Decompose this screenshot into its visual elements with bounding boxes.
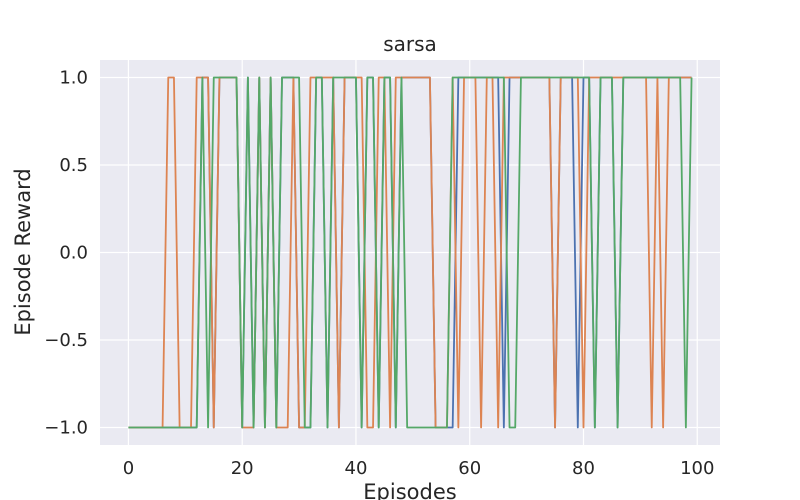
y-tick-label: 0.5 bbox=[59, 155, 88, 176]
x-tick-label: 20 bbox=[231, 458, 254, 479]
x-axis-ticks: 0 20 40 60 80 100 bbox=[123, 458, 715, 479]
y-tick-label: 1.0 bbox=[59, 68, 88, 89]
x-tick-label: 60 bbox=[458, 458, 481, 479]
y-tick-label: 0.0 bbox=[59, 243, 88, 264]
series-layer bbox=[128, 76, 693, 429]
y-axis-label: Episode Reward bbox=[11, 168, 35, 335]
y-tick-label: −0.5 bbox=[44, 330, 88, 351]
series-line-3 bbox=[128, 76, 693, 429]
x-tick-label: 0 bbox=[123, 458, 134, 479]
y-tick-label: −1.0 bbox=[44, 418, 88, 439]
chart-title: sarsa bbox=[383, 32, 437, 56]
x-tick-label: 100 bbox=[680, 458, 714, 479]
y-axis-ticks: 1.0 0.5 0.0 −0.5 −1.0 bbox=[44, 68, 88, 439]
x-tick-label: 40 bbox=[345, 458, 368, 479]
x-tick-label: 80 bbox=[572, 458, 595, 479]
x-axis-label: Episodes bbox=[363, 480, 456, 500]
